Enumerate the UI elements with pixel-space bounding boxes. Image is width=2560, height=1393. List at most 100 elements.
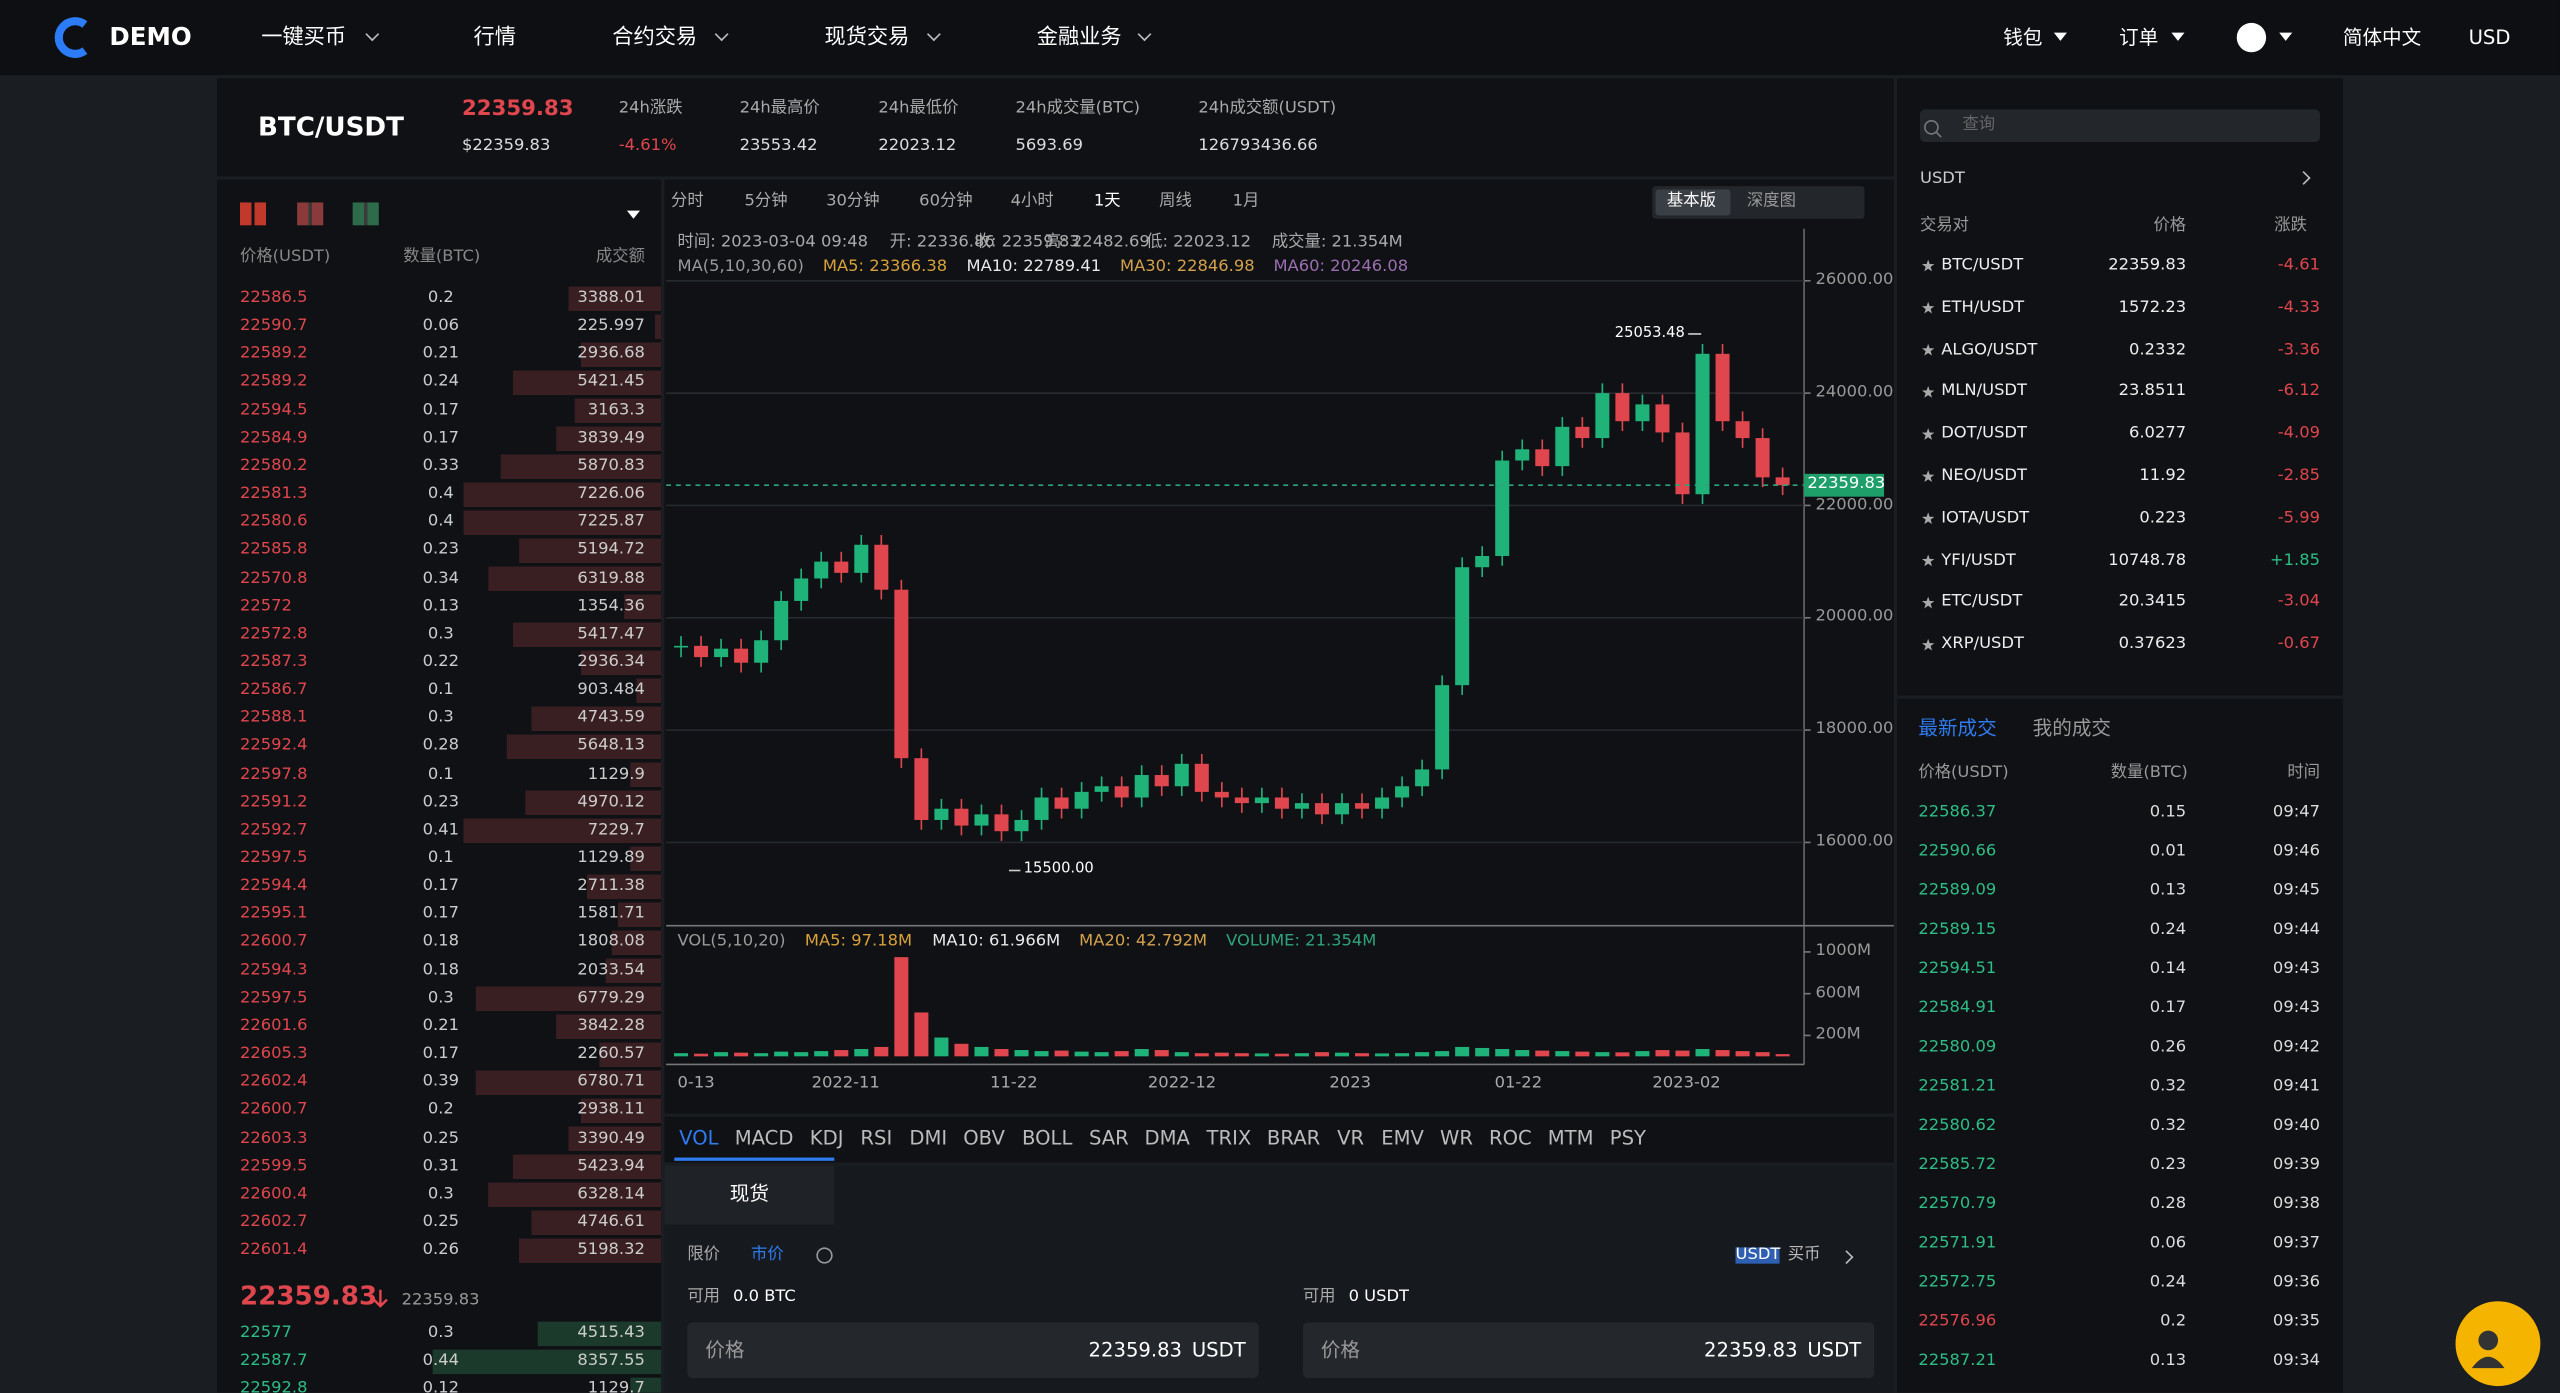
avatar[interactable] [2236,22,2267,53]
trade-tab[interactable]: 现货 [729,1182,770,1205]
interval-tab[interactable]: 4小时 [1010,192,1054,211]
order-amount: 5417.47 [577,624,645,643]
volume-bar [1415,1052,1430,1057]
market-change: -2.85 [2277,466,2320,485]
order-amount: 5198.32 [577,1240,645,1259]
quote-tab[interactable]: USDT [1919,169,1965,188]
layout-icon[interactable] [297,202,324,226]
order-amount: 2936.34 [577,652,645,671]
ma-legend: MA5: 23366.38 [822,257,948,276]
indicator-tab[interactable]: VR [1337,1126,1365,1150]
order-amount: 4515.43 [577,1324,645,1343]
candle [834,561,849,573]
volume-bar [1695,1049,1710,1057]
indicator-tab[interactable]: MACD [734,1126,794,1150]
order-price: 22601.4 [239,1240,308,1259]
nav-item[interactable]: 订单 [2119,26,2159,49]
layout-icon[interactable] [239,202,267,226]
indicator-tab[interactable]: OBV [963,1126,1005,1150]
candle [1635,404,1650,422]
order-type[interactable]: 限价 [687,1245,720,1264]
layout-icon[interactable] [352,202,379,226]
indicator-tab[interactable]: DMA [1144,1126,1190,1150]
volume-bar [1555,1051,1570,1057]
ma-legend: MA10: 22789.41 [966,257,1102,276]
interval-tab[interactable]: 5分钟 [744,192,788,211]
market-pair[interactable]: NEO/USDT [1941,466,2027,485]
switch-label[interactable]: 买币 [1787,1245,1821,1264]
market-pair[interactable]: DOT/USDT [1941,424,2027,443]
market-pair[interactable]: YFI/USDT [1941,551,2016,570]
market-pair[interactable]: ALGO/USDT [1941,340,2038,359]
interval-tab[interactable]: 1月 [1232,192,1260,211]
indicator-tab[interactable]: EMV [1381,1126,1424,1150]
avail-value: 0.0 BTC [733,1288,796,1307]
indicator-tab[interactable]: RSI [860,1126,893,1150]
market-pair[interactable]: XRP/USDT [1941,635,2024,654]
nav-item[interactable]: 钱包 [2003,26,2043,49]
trade-tab-bg [664,1165,835,1225]
market-pair[interactable]: IOTA/USDT [1941,509,2030,528]
volume-bar [714,1052,729,1057]
indicator-tab[interactable]: ROC [1488,1126,1532,1150]
search-box[interactable] [1919,109,2320,143]
order-qty: 0.4 [427,484,454,503]
trades-tab[interactable]: 最新成交 [1918,716,1997,740]
view-tab[interactable]: 深度图 [1746,192,1796,211]
trade-time: 09:40 [2272,1116,2320,1135]
price-input[interactable] [687,1322,1259,1378]
interval-tab[interactable]: 1天 [1093,192,1121,211]
indicator-tab[interactable]: DMI [909,1126,948,1150]
star-icon [1921,385,1935,398]
indicator-tab[interactable]: TRIX [1206,1126,1252,1150]
indicator-tab[interactable]: BRAR [1266,1126,1321,1150]
column-header: 价格(USDT) [239,248,331,267]
order-amount: 6779.29 [577,988,645,1007]
view-tab[interactable]: 基本版 [1666,192,1716,211]
indicator-tab[interactable]: WR [1439,1126,1473,1150]
indicator-tab[interactable]: KDJ [809,1126,844,1150]
depth-bar [630,762,662,788]
support-button[interactable] [2455,1301,2541,1387]
trade-qty: 0.13 [2149,881,2187,900]
indicator-tab[interactable]: BOLL [1022,1126,1073,1150]
order-amount: 4970.12 [577,792,645,811]
nav-item[interactable]: 金融业务 [1036,25,1122,50]
nav-item[interactable]: USD [2468,26,2511,49]
market-pair[interactable]: ETC/USDT [1941,593,2023,612]
price: 22359.83 [462,97,574,122]
nav-item[interactable]: 合约交易 [612,25,698,50]
view-active[interactable] [1655,189,1731,216]
market-pair[interactable]: ETH/USDT [1941,298,2025,317]
nav-item[interactable]: 现货交易 [824,25,910,50]
price-input[interactable] [1302,1322,1875,1378]
indicator-tab[interactable]: PSY [1609,1126,1647,1150]
column-header: 成交额 [595,248,645,267]
volume-bar [734,1052,749,1057]
candle [674,645,689,648]
order-qty: 0.23 [422,792,459,811]
nav-item[interactable]: 行情 [473,25,516,50]
input-value: 22359.83 [1704,1338,1798,1362]
order-amount: 1581.71 [577,904,645,923]
order-type[interactable]: 市价 [751,1245,784,1264]
depth-bar [513,622,662,648]
interval-tab[interactable]: 60分钟 [919,192,973,211]
interval-tab[interactable]: 分时 [671,192,704,211]
volume-bar [1334,1052,1350,1057]
candle [1154,775,1169,787]
indicator-tab[interactable]: VOL [679,1126,719,1150]
trade-time: 09:44 [2272,920,2320,939]
order-amount: 3842.28 [577,1016,645,1035]
interval-tab[interactable]: 周线 [1159,192,1192,211]
candle [1355,803,1370,809]
nav-item[interactable]: 一键买币 [261,25,347,50]
market-pair[interactable]: MLN/USDT [1941,382,2027,401]
interval-tab[interactable]: 30分钟 [826,192,880,211]
nav-item[interactable]: 简体中文 [2342,26,2422,49]
indicator-tab[interactable]: MTM [1547,1126,1594,1150]
order-amount: 3388.01 [577,288,645,307]
market-pair[interactable]: BTC/USDT [1941,256,2024,275]
indicator-tab[interactable]: SAR [1088,1126,1129,1150]
trades-tab[interactable]: 我的成交 [2032,716,2112,740]
